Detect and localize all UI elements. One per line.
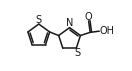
- Text: OH: OH: [100, 26, 115, 36]
- Text: N: N: [66, 18, 73, 28]
- Text: S: S: [36, 15, 42, 25]
- Text: O: O: [85, 12, 92, 22]
- Text: S: S: [74, 48, 80, 58]
